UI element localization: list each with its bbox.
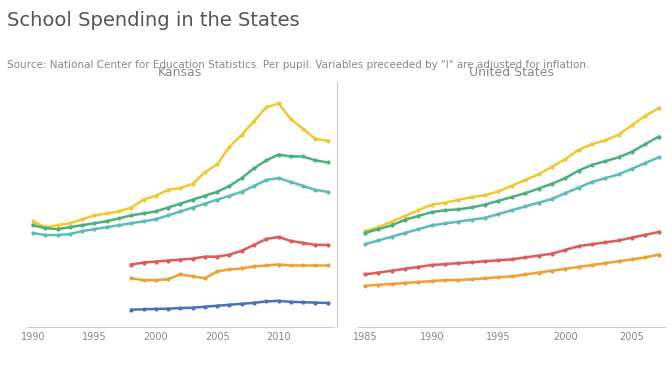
Title: United States: United States xyxy=(469,66,554,79)
Title: Kansas: Kansas xyxy=(158,66,202,79)
Text: Source: National Center for Education Statistics. Per pupil. Variables preceeded: Source: National Center for Education St… xyxy=(7,60,589,70)
Text: School Spending in the States: School Spending in the States xyxy=(7,11,299,30)
